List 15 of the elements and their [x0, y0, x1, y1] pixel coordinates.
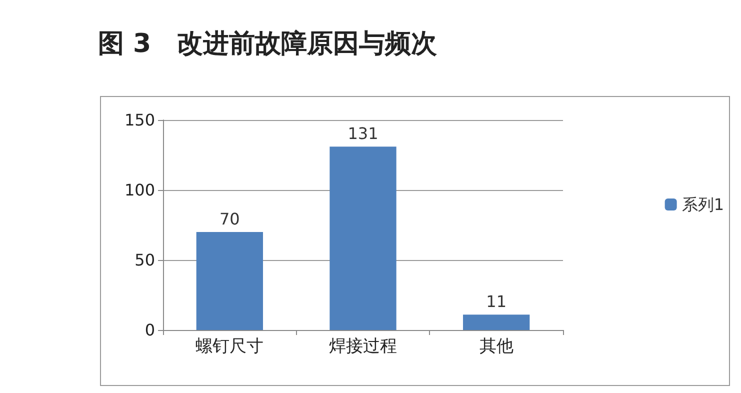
data-label: 70 [219, 210, 240, 228]
x-tick-label: 其他 [479, 336, 514, 356]
x-tick-label: 焊接过程 [329, 336, 397, 356]
y-tick-label: 100 [124, 180, 155, 200]
data-label: 131 [348, 124, 378, 144]
chart-title: 图 3 改进前故障原因与频次 [98, 29, 438, 59]
bar [196, 232, 263, 330]
y-tick-label: 50 [134, 250, 155, 270]
legend-label: 系列1 [682, 195, 724, 214]
y-tick-label: 0 [144, 320, 155, 340]
x-tick-label: 螺钉尺寸 [196, 336, 264, 356]
bar [330, 146, 396, 330]
data-label: 11 [486, 292, 507, 312]
bar [463, 314, 530, 330]
y-tick-label: 150 [124, 110, 155, 130]
